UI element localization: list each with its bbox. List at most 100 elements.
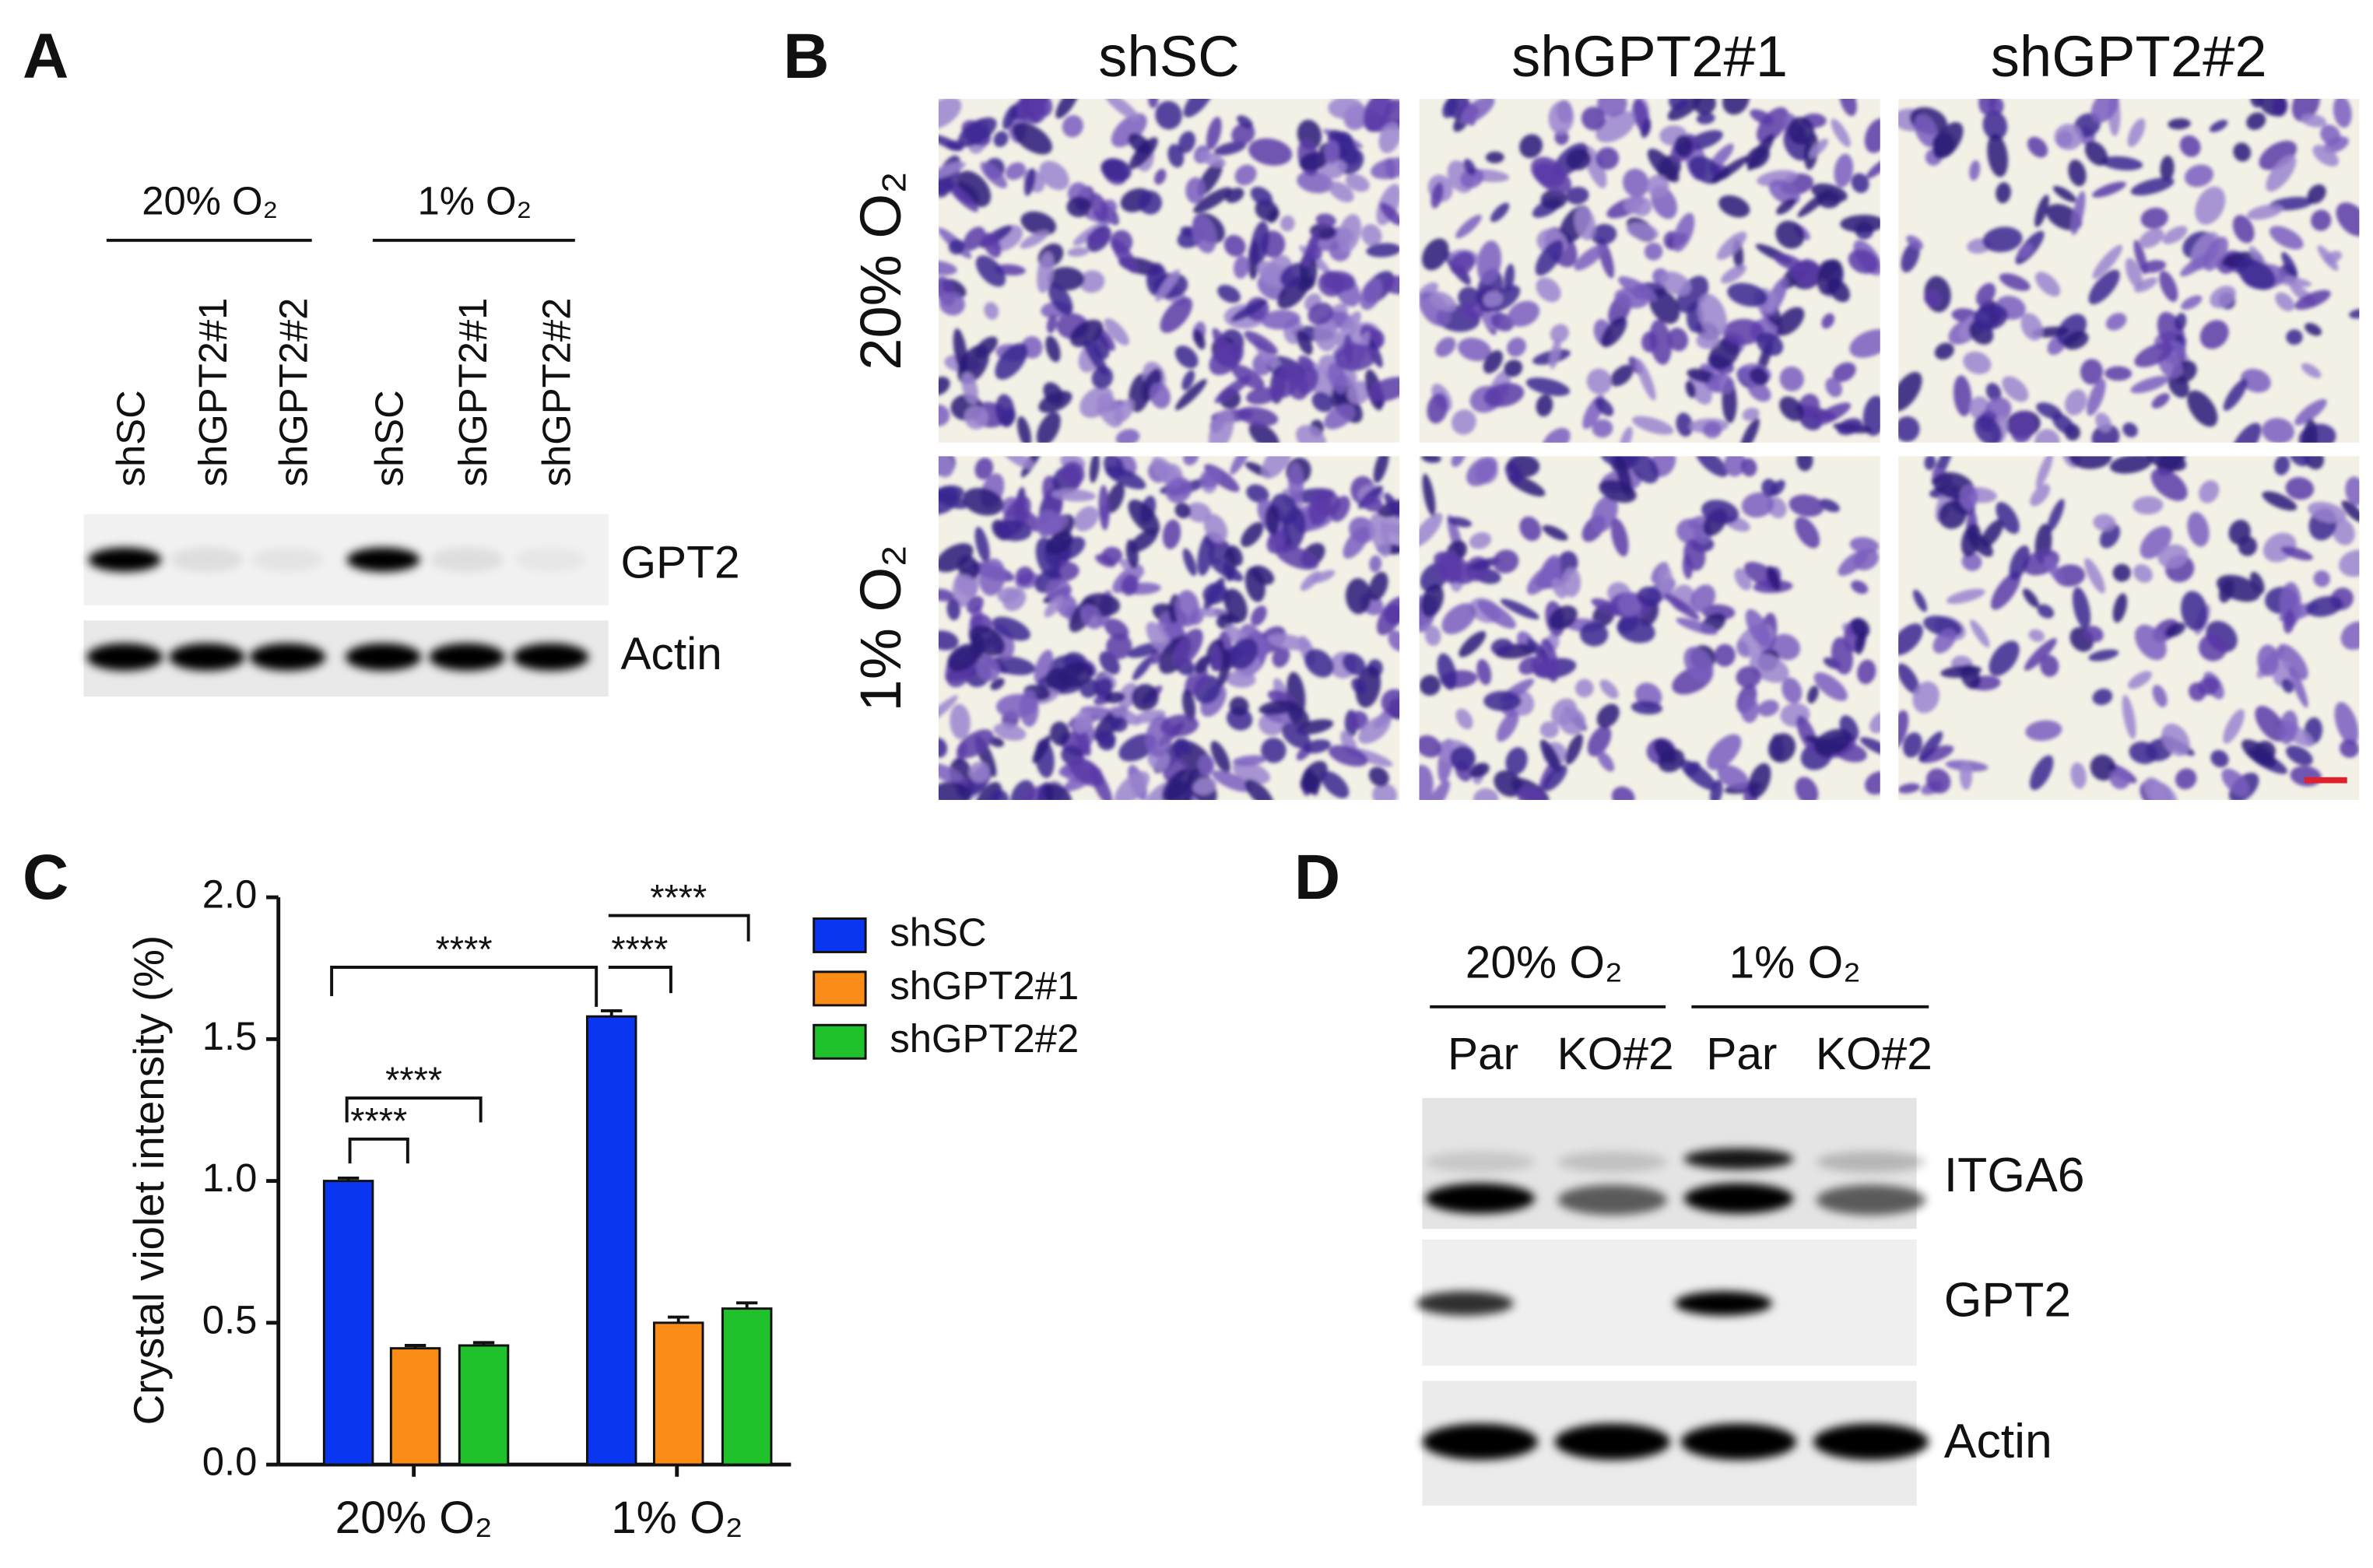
cell: [1831, 118, 1851, 148]
cell: [1504, 360, 1523, 377]
cell: [1261, 737, 1287, 763]
cell: [1328, 745, 1368, 766]
cell: [1051, 489, 1096, 502]
cell: [1609, 364, 1634, 387]
cell: [1195, 655, 1210, 674]
cell: [1129, 528, 1158, 552]
cell: [1466, 456, 1498, 486]
cell: [1360, 495, 1383, 512]
cell: [2280, 546, 2313, 561]
cell: [2210, 749, 2229, 768]
cell: [962, 487, 1004, 516]
cell: [953, 328, 968, 374]
cell: [1837, 418, 1862, 436]
cell: [1368, 571, 1388, 601]
cell: [1036, 412, 1061, 443]
cell: [1449, 251, 1476, 275]
cell: [1455, 708, 1473, 730]
cell: [2266, 155, 2297, 192]
cell: [975, 255, 1006, 287]
cell: [1324, 403, 1356, 430]
lane-label: shGPT2#2: [535, 298, 579, 487]
cell: [1996, 501, 2020, 535]
cell: [1624, 196, 1642, 214]
cell: [2290, 456, 2311, 467]
cell: [1779, 366, 1804, 391]
cell: [1106, 633, 1132, 660]
cell: [1796, 456, 1813, 472]
cell: [1996, 182, 2011, 204]
cell: [1525, 377, 1571, 397]
lane-label: Par: [1448, 1029, 1518, 1079]
cell: [1450, 745, 1476, 771]
error-bar: [668, 1315, 690, 1323]
cell: [1862, 395, 1880, 437]
cell: [1802, 258, 1820, 274]
cell: [1048, 282, 1073, 315]
cell: [1747, 381, 1771, 402]
cell: [1740, 458, 1757, 477]
cell: [1039, 514, 1069, 538]
cell: [1959, 760, 1973, 791]
cell: [1121, 574, 1139, 596]
cell: [1250, 221, 1269, 266]
cell: [1237, 406, 1279, 426]
cell: [1345, 578, 1371, 615]
cell: [938, 588, 954, 602]
cell: [2080, 359, 2104, 385]
lane-label: Par: [1706, 1029, 1777, 1079]
cell: [1610, 518, 1629, 557]
band: [168, 643, 245, 671]
cell: [1419, 764, 1434, 801]
cell: [2237, 258, 2276, 290]
cell: [1851, 580, 1869, 595]
cell: [2023, 588, 2039, 608]
cell: [2092, 244, 2123, 279]
cell: [997, 587, 1020, 603]
cell: [2125, 258, 2143, 289]
band: [170, 547, 244, 572]
cell: [1711, 156, 1750, 184]
cell: [1371, 157, 1400, 180]
cell: [2306, 595, 2343, 617]
cell: [1631, 700, 1663, 715]
cell: [2070, 762, 2087, 789]
cell: [1693, 99, 1716, 115]
cell: [2340, 621, 2360, 651]
cell: [1631, 416, 1674, 435]
band: [1557, 1184, 1668, 1215]
cell: [1038, 391, 1072, 413]
cell: [1682, 554, 1693, 580]
cell: [1789, 494, 1824, 517]
significance-label: ****: [385, 1060, 442, 1100]
cell: [1953, 375, 1972, 416]
cell: [1020, 211, 1057, 236]
cells: [1419, 456, 1880, 801]
cell: [2030, 483, 2051, 507]
cell: [938, 456, 954, 478]
cell: [2324, 251, 2343, 264]
cell: [1044, 595, 1065, 618]
error-bar: [601, 1009, 623, 1017]
cells: [938, 456, 1400, 801]
cell: [938, 377, 950, 396]
cell: [1596, 99, 1627, 117]
cell: [2130, 177, 2175, 196]
band: [1813, 1423, 1929, 1461]
cell: [1174, 346, 1199, 369]
cell: [1197, 532, 1215, 576]
cell: [2084, 141, 2108, 166]
cell: [2044, 556, 2063, 584]
cell: [1448, 517, 1473, 528]
cell: [2278, 710, 2298, 745]
cell: [1540, 189, 1567, 209]
cell: [1717, 764, 1749, 790]
cell: [1518, 656, 1540, 675]
cell: [938, 135, 963, 151]
cells: [1898, 99, 2360, 443]
cell: [2101, 156, 2143, 170]
cell: [1740, 696, 1759, 723]
cell: [1231, 123, 1255, 146]
cell: [1104, 318, 1129, 346]
